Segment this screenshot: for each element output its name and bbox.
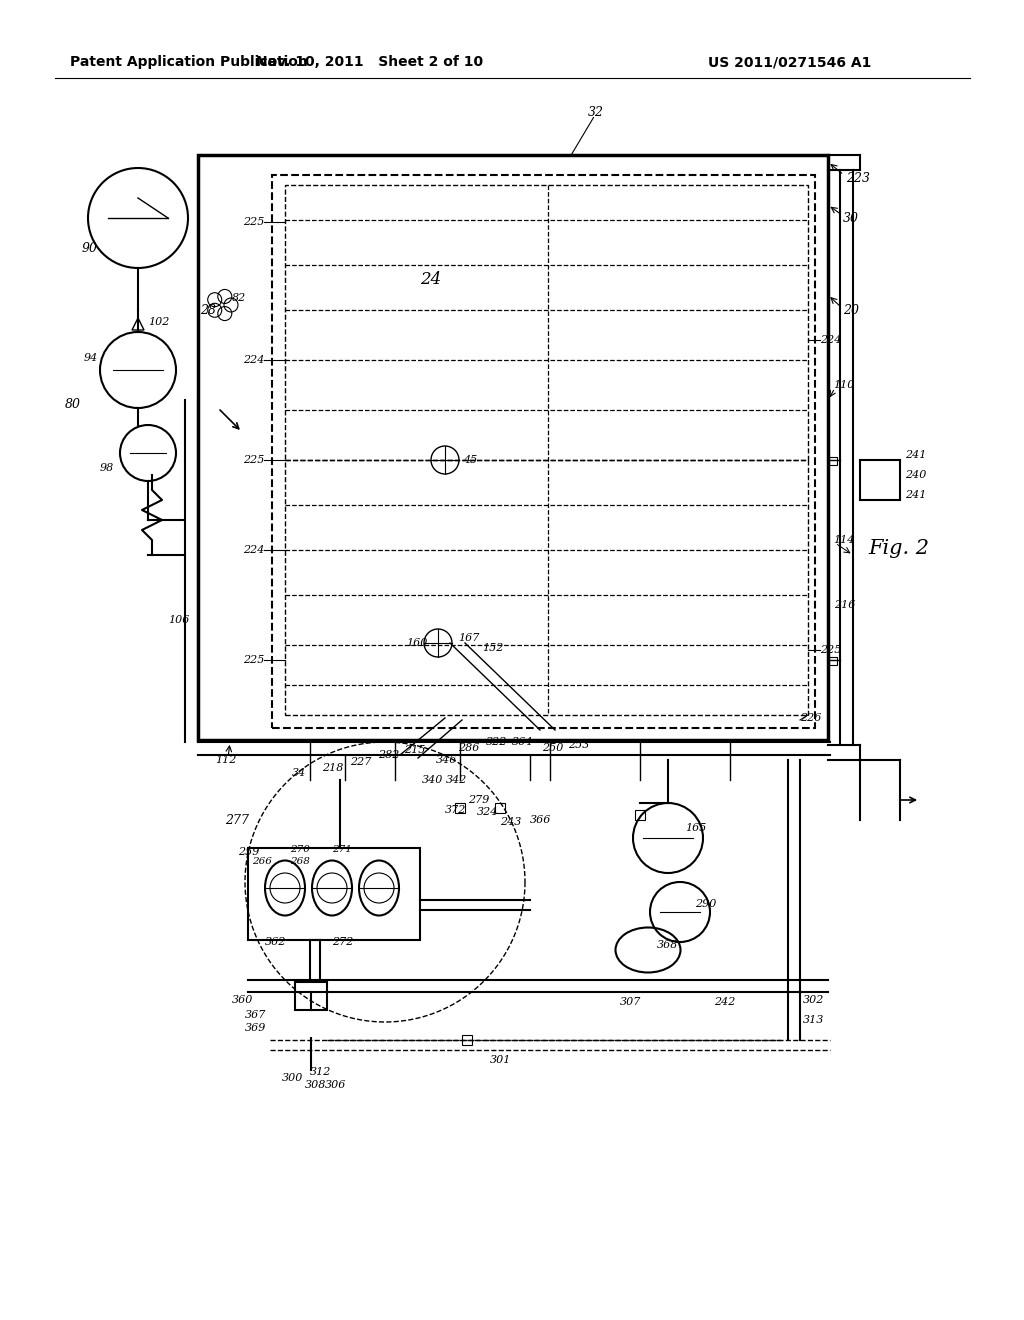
- Bar: [635, 810, 645, 820]
- Text: 20: 20: [843, 304, 859, 317]
- Text: 346: 346: [436, 755, 458, 766]
- Text: 300: 300: [282, 1073, 303, 1082]
- Text: 241: 241: [905, 490, 927, 500]
- Text: 271: 271: [332, 846, 352, 854]
- Text: 225: 225: [243, 455, 264, 465]
- Text: Nov. 10, 2011   Sheet 2 of 10: Nov. 10, 2011 Sheet 2 of 10: [256, 55, 483, 69]
- Text: 227: 227: [350, 756, 372, 767]
- Text: 242: 242: [714, 997, 735, 1007]
- Text: 259: 259: [238, 847, 259, 857]
- Text: 224: 224: [820, 335, 842, 345]
- Text: 342: 342: [446, 775, 467, 785]
- Text: 160: 160: [406, 638, 427, 648]
- Text: 32: 32: [588, 106, 604, 119]
- Text: 277: 277: [225, 813, 249, 826]
- Text: 268: 268: [290, 858, 310, 866]
- Bar: [462, 1035, 472, 1045]
- Text: US 2011/0271546 A1: US 2011/0271546 A1: [709, 55, 871, 69]
- Text: 24: 24: [420, 272, 441, 289]
- Text: 114: 114: [833, 535, 854, 545]
- Text: 340: 340: [422, 775, 443, 785]
- Text: 30: 30: [843, 211, 859, 224]
- Bar: [495, 803, 505, 813]
- Text: 102: 102: [148, 317, 169, 327]
- Text: 98: 98: [100, 463, 115, 473]
- Text: 226: 226: [800, 713, 821, 723]
- Text: 372: 372: [445, 805, 466, 814]
- Text: 224: 224: [243, 545, 264, 554]
- Text: 308: 308: [305, 1080, 327, 1090]
- Text: 106: 106: [168, 615, 189, 624]
- Text: 94: 94: [84, 352, 98, 363]
- Text: Patent Application Publication: Patent Application Publication: [70, 55, 308, 69]
- Text: 224: 224: [243, 355, 264, 366]
- Text: 301: 301: [490, 1055, 511, 1065]
- Bar: [829, 657, 837, 665]
- Text: 364: 364: [512, 737, 534, 747]
- Text: 290: 290: [695, 899, 717, 909]
- Bar: [248, 847, 420, 940]
- Text: 324: 324: [477, 807, 499, 817]
- Text: 82: 82: [232, 293, 246, 304]
- Text: 241: 241: [905, 450, 927, 459]
- Text: 362: 362: [265, 937, 287, 946]
- Text: 165: 165: [685, 822, 707, 833]
- Text: 367: 367: [245, 1010, 266, 1020]
- Text: Fig. 2: Fig. 2: [868, 539, 929, 557]
- Text: 360: 360: [232, 995, 253, 1005]
- Text: 250: 250: [542, 743, 563, 752]
- Bar: [285, 459, 808, 715]
- Text: 167: 167: [458, 634, 479, 643]
- Text: 243: 243: [500, 817, 521, 828]
- Bar: [198, 154, 828, 741]
- Bar: [829, 457, 837, 465]
- Text: 225: 225: [243, 655, 264, 665]
- Text: 225: 225: [243, 216, 264, 227]
- Text: 272: 272: [332, 937, 353, 946]
- Bar: [285, 185, 808, 459]
- Text: 225: 225: [820, 645, 842, 655]
- Text: 279: 279: [468, 795, 489, 805]
- Text: 80: 80: [65, 399, 81, 412]
- Text: 322: 322: [486, 737, 507, 747]
- Text: 152: 152: [482, 643, 504, 653]
- Text: 307: 307: [620, 997, 641, 1007]
- Bar: [455, 803, 465, 813]
- Text: 34: 34: [292, 768, 306, 777]
- Text: 306: 306: [325, 1080, 346, 1090]
- Text: 215: 215: [404, 744, 425, 755]
- Text: 112: 112: [215, 755, 237, 766]
- Text: 368: 368: [657, 940, 678, 950]
- Text: 223: 223: [846, 172, 870, 185]
- Bar: [295, 982, 327, 1010]
- Text: 218: 218: [322, 763, 343, 774]
- Text: 266: 266: [252, 858, 272, 866]
- Text: 28: 28: [200, 304, 216, 317]
- Text: 313: 313: [803, 1015, 824, 1026]
- Text: 253: 253: [568, 741, 590, 750]
- Text: 90: 90: [82, 242, 98, 255]
- Text: 216: 216: [834, 601, 855, 610]
- Text: 45: 45: [463, 455, 477, 465]
- Text: 286: 286: [458, 743, 479, 752]
- Text: 270: 270: [290, 846, 310, 854]
- Text: 110: 110: [833, 380, 854, 389]
- Text: 312: 312: [310, 1067, 332, 1077]
- Text: 282: 282: [378, 750, 399, 760]
- Text: 302: 302: [803, 995, 824, 1005]
- Text: 366: 366: [530, 814, 551, 825]
- Text: 240: 240: [905, 470, 927, 480]
- Bar: [272, 176, 815, 729]
- Text: 369: 369: [245, 1023, 266, 1034]
